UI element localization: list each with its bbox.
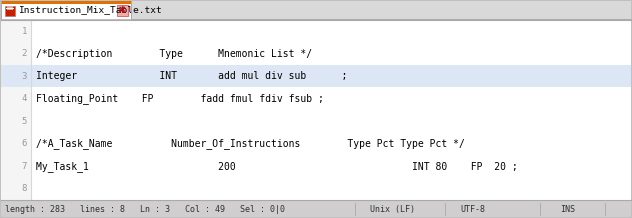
Text: 2: 2 [21, 49, 27, 58]
Bar [1, 20, 631, 200]
Bar [5, 6, 15, 16]
Text: My_Task_1                      200                              INT 80    FP  20: My_Task_1 200 INT 80 FP 20 [36, 161, 518, 172]
Text: 5: 5 [21, 117, 27, 126]
Text: ×: × [118, 5, 126, 15]
Bar [1, 201, 631, 217]
Text: 3: 3 [21, 72, 27, 81]
Text: UTF-8: UTF-8 [460, 204, 485, 213]
Text: INS: INS [560, 204, 575, 213]
Text: Integer              INT       add mul div sub      ;: Integer INT add mul div sub ; [36, 71, 348, 81]
Bar [1, 1, 131, 19]
Text: /*Description        Type      Mnemonic List */: /*Description Type Mnemonic List */ [36, 49, 312, 59]
Text: Instruction_Mix_Table.txt: Instruction_Mix_Table.txt [18, 5, 162, 15]
Bar [1, 20, 31, 200]
Text: /*A_Task_Name          Number_Of_Instructions        Type Pct Type Pct */: /*A_Task_Name Number_Of_Instructions Typ… [36, 138, 465, 149]
Bar [1, 1, 631, 19]
Text: Floating_Point    FP        fadd fmul fdiv fsub ;: Floating_Point FP fadd fmul fdiv fsub ; [36, 93, 324, 104]
Bar [1, 65, 631, 87]
Text: 6: 6 [21, 139, 27, 148]
Text: 7: 7 [21, 162, 27, 171]
Text: 8: 8 [21, 184, 27, 193]
Bar [7, 6, 13, 10]
Text: 4: 4 [21, 94, 27, 103]
Bar [1, 1, 131, 4]
Bar [6, 8, 14, 9]
Text: 1: 1 [21, 27, 27, 36]
Text: length : 283   lines : 8   Ln : 3   Col : 49   Sel : 0|0: length : 283 lines : 8 Ln : 3 Col : 49 S… [5, 204, 285, 213]
Text: Unix (LF): Unix (LF) [370, 204, 415, 213]
Text: ×: × [119, 5, 126, 14]
Bar [117, 5, 128, 16]
